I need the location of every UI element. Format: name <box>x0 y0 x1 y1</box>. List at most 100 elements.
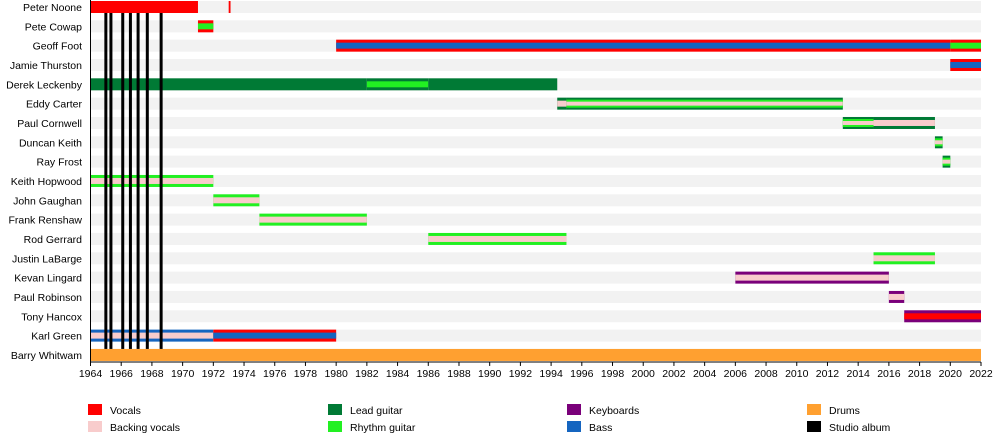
row-background <box>90 213 981 226</box>
backing-bar <box>90 332 214 339</box>
lead-swatch <box>328 404 342 415</box>
rhythm-bar <box>950 42 981 49</box>
member-name-label: Karl Green <box>31 331 82 343</box>
x-tick-label: 1992 <box>509 368 533 380</box>
row-background <box>90 20 981 33</box>
x-tick-label: 1996 <box>570 368 594 380</box>
x-tick-label: 2014 <box>846 368 870 380</box>
member-bar <box>213 194 260 207</box>
legend-label: Rhythm guitar <box>350 422 416 434</box>
x-tick-label: 1994 <box>539 368 563 380</box>
row-background <box>90 97 981 110</box>
legend-label: Studio album <box>829 422 891 434</box>
x-tick-label: 1970 <box>171 368 195 380</box>
vocals-bar <box>90 1 198 13</box>
x-tick-label: 1972 <box>202 368 226 380</box>
x-tick-label: 2006 <box>724 368 748 380</box>
backing-bar <box>873 255 935 262</box>
x-tick-label: 1976 <box>263 368 287 380</box>
row-background <box>90 116 981 129</box>
x-tick-label: 1998 <box>601 368 625 380</box>
x-tick-label: 2002 <box>662 368 686 380</box>
backing-bar <box>842 120 874 125</box>
vocals-swatch <box>88 404 102 415</box>
bass-bar <box>336 42 951 49</box>
member-bar <box>842 116 874 129</box>
backing-bar <box>557 100 567 107</box>
row-background <box>90 194 981 207</box>
member-name-label: Paul Robinson <box>14 292 82 304</box>
backing-bar <box>259 216 367 223</box>
legend-item-keyboards: Keyboards <box>567 404 639 417</box>
drums-swatch <box>807 404 821 415</box>
row-background <box>90 174 981 187</box>
rhythm-bar <box>197 23 214 30</box>
row-background <box>90 290 981 303</box>
legend-label: Backing vocals <box>110 422 180 434</box>
member-bar <box>950 58 981 71</box>
backing-swatch <box>88 421 102 432</box>
legend-item-lead: Lead guitar <box>328 404 403 417</box>
member-bar <box>366 78 429 91</box>
member-bar <box>904 310 981 323</box>
lead-bar <box>428 78 558 91</box>
x-tick-label: 1968 <box>140 368 164 380</box>
album-swatch <box>807 421 821 432</box>
x-tick-label: 1964 <box>79 368 103 380</box>
x-tick-label: 1990 <box>478 368 502 380</box>
x-tick-label: 2012 <box>816 368 840 380</box>
member-name-label: Frank Renshaw <box>8 215 82 227</box>
studio-album-line <box>128 13 132 349</box>
row-background <box>90 155 981 168</box>
studio-album-line <box>109 13 113 349</box>
vocals-bar <box>904 313 981 320</box>
member-name-label: Pete Cowap <box>25 21 82 33</box>
x-tick-label: 1974 <box>232 368 256 380</box>
studio-album-line <box>104 13 108 349</box>
bass-swatch <box>567 421 581 432</box>
vocals-bar <box>228 1 231 13</box>
backing-bar <box>934 140 943 145</box>
studio-album-line <box>136 13 140 349</box>
legend-label: Drums <box>829 405 860 417</box>
x-tick-label: 1980 <box>324 368 348 380</box>
member-bar <box>213 329 337 342</box>
member-bar <box>90 329 214 342</box>
studio-album-line <box>159 13 163 349</box>
legend-item-backing: Backing vocals <box>88 421 180 434</box>
backing-bar <box>566 101 843 106</box>
x-tick-label: 2004 <box>693 368 717 380</box>
member-bar <box>873 252 935 265</box>
row-background <box>90 252 981 265</box>
member-bar <box>735 271 889 284</box>
member-bar <box>950 39 981 52</box>
member-name-label: Peter Noone <box>23 2 82 14</box>
lead-bar <box>90 78 367 91</box>
member-name-label: Eddy Carter <box>26 99 83 111</box>
member-bar <box>90 174 214 187</box>
member-bar <box>90 1 198 13</box>
studio-album-line <box>121 13 125 349</box>
rhythm-swatch <box>328 421 342 432</box>
member-bar <box>934 136 943 149</box>
member-bar <box>428 232 567 245</box>
member-name-label: Tony Hancox <box>21 311 82 323</box>
legend-label: Keyboards <box>589 405 639 417</box>
drums-bar <box>90 348 981 361</box>
x-tick-label: 1982 <box>355 368 379 380</box>
legend-label: Bass <box>589 422 612 434</box>
row-background <box>90 1 981 13</box>
member-name-label: Kevan Lingard <box>14 273 82 285</box>
member-name-label: Ray Frost <box>36 157 82 169</box>
backing-bar <box>90 177 214 184</box>
member-bar <box>873 116 935 129</box>
member-bar <box>90 348 981 361</box>
bass-bar <box>950 61 981 68</box>
member-name-label: Paul Cornwell <box>17 118 82 130</box>
x-tick-label: 1978 <box>294 368 318 380</box>
backing-bar <box>213 197 260 204</box>
backing-bar <box>942 159 951 164</box>
legend-label: Vocals <box>110 405 141 417</box>
member-name-label: Jamie Thurston <box>10 60 82 72</box>
